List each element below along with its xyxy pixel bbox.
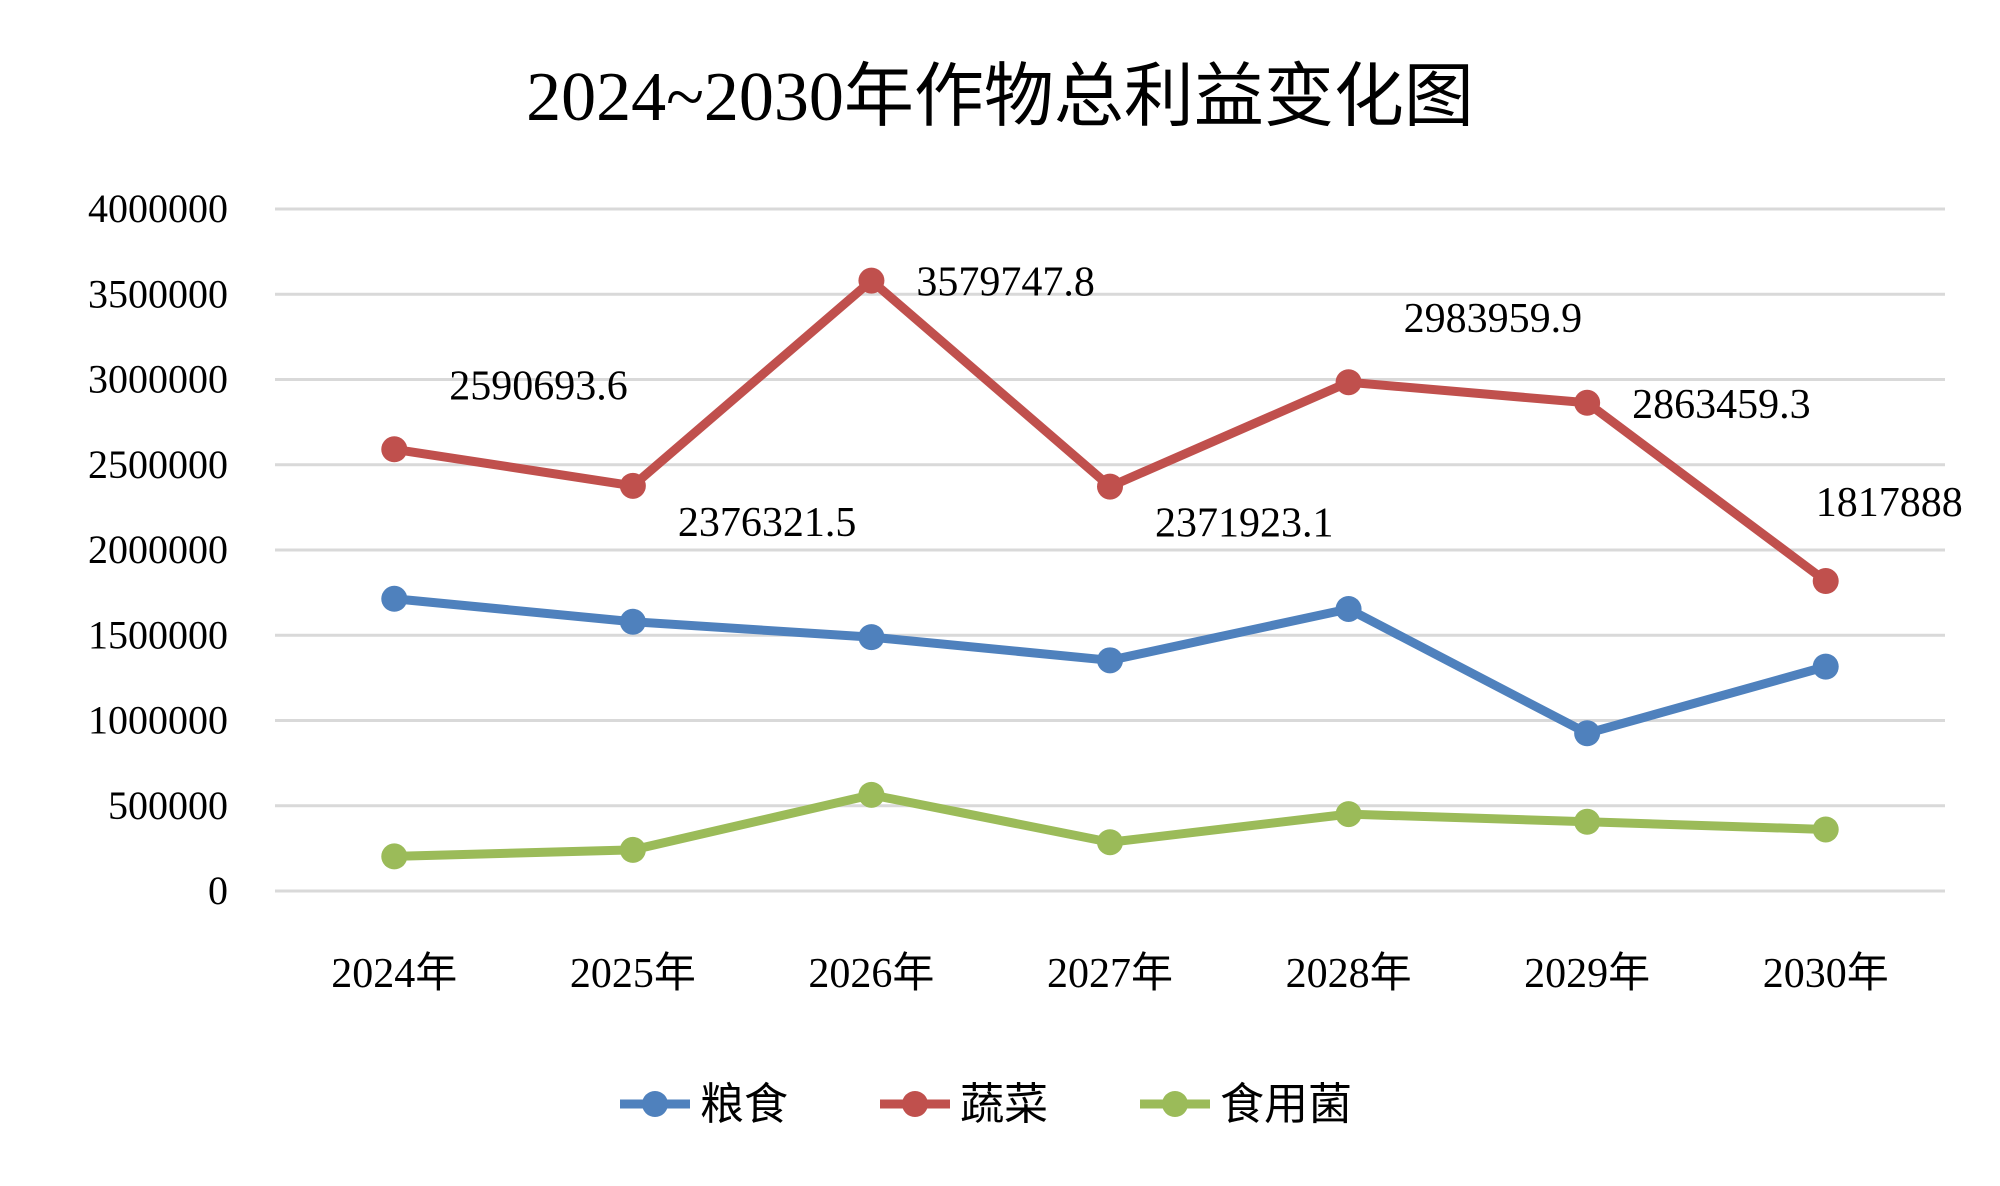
data-point	[1574, 389, 1601, 416]
legend-label: 蔬菜	[960, 1080, 1048, 1129]
chart-title: 2024~2030年作物总利益变化图	[526, 59, 1474, 136]
x-tick-label: 2028年	[1286, 950, 1412, 997]
data-label: 2983959.9	[1404, 296, 1583, 342]
legend: 粮食 蔬菜 食用菌	[620, 1080, 1352, 1129]
data-label: 2376321.5	[678, 500, 857, 546]
data-point	[1574, 808, 1601, 835]
series-group	[381, 267, 1839, 870]
data-point	[619, 608, 646, 635]
data-point	[1335, 595, 1362, 622]
y-axis: 0 500000 1000000 1500000 2000000 2500000 30000…	[88, 186, 228, 913]
data-point	[381, 585, 408, 612]
y-tick-label: 2000000	[88, 527, 228, 572]
data-point	[1097, 647, 1123, 674]
y-tick-label: 3000000	[88, 357, 228, 402]
data-point	[1097, 473, 1123, 500]
data-point	[1812, 816, 1839, 843]
data-point	[1574, 720, 1601, 747]
data-label: 2590693.6	[449, 363, 628, 409]
data-point	[1335, 369, 1362, 396]
x-tick-label: 2029年	[1524, 950, 1650, 997]
data-point	[381, 436, 408, 463]
legend-marker	[642, 1091, 668, 1117]
x-tick-label: 2026年	[808, 950, 934, 997]
y-tick-label: 0	[208, 868, 228, 913]
y-tick-label: 3500000	[88, 271, 228, 316]
x-tick-label: 2025年	[570, 950, 696, 997]
x-axis: 2024年 2025年 2026年 2027年 2028年 2029年 2030年	[331, 950, 1888, 997]
y-tick-label: 1500000	[88, 612, 228, 657]
legend-marker	[902, 1091, 928, 1117]
legend-marker	[1162, 1091, 1188, 1117]
data-point	[858, 624, 885, 651]
y-tick-label: 500000	[108, 783, 228, 828]
data-point	[1812, 568, 1839, 595]
data-point	[381, 843, 408, 870]
data-labels: 2590693.6 2376321.5 3579747.8 2371923.1 2983…	[449, 260, 1962, 547]
x-tick-label: 2024年	[331, 950, 457, 997]
data-point	[858, 267, 885, 294]
data-point	[1812, 653, 1839, 680]
legend-label: 食用菌	[1220, 1080, 1352, 1129]
y-tick-label: 1000000	[88, 698, 228, 743]
data-point	[1335, 801, 1362, 828]
x-tick-label: 2030年	[1763, 950, 1889, 997]
legend-label: 粮食	[700, 1080, 788, 1129]
y-tick-label: 2500000	[88, 442, 228, 487]
data-label: 3579747.8	[916, 260, 1095, 306]
data-label: 2371923.1	[1155, 501, 1334, 547]
y-tick-label: 4000000	[88, 186, 228, 231]
data-point	[619, 836, 646, 863]
data-label: 2863459.3	[1632, 382, 1811, 428]
data-point	[1097, 829, 1123, 856]
data-label: 1817888	[1816, 480, 1963, 526]
gridlines	[275, 207, 1945, 893]
data-point	[858, 781, 885, 808]
x-tick-label: 2027年	[1047, 950, 1173, 997]
series-line	[393, 276, 1829, 585]
data-point	[619, 472, 646, 499]
